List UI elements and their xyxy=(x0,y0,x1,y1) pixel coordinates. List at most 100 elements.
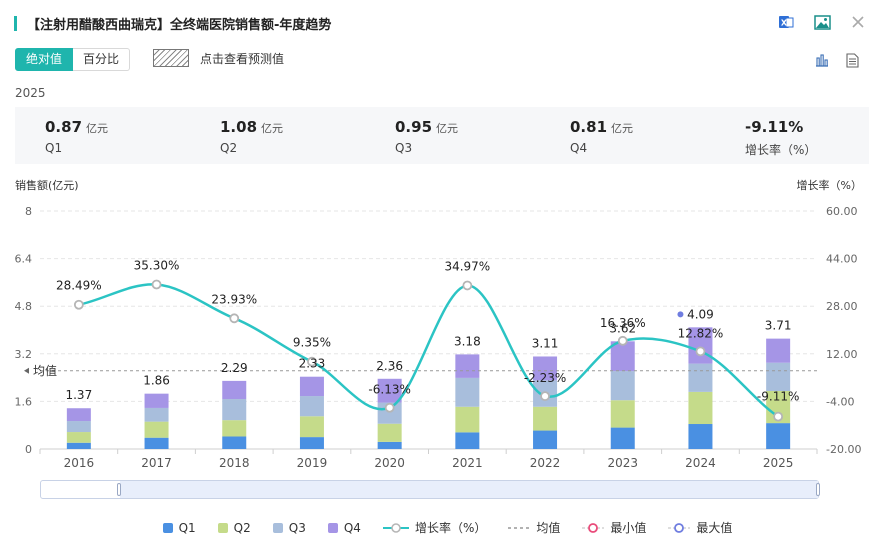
summary-q2-unit: 亿元 xyxy=(261,122,284,135)
legend-label: Q3 xyxy=(288,520,306,535)
legend-swatch xyxy=(217,522,228,533)
summary-panel: 0.87 亿元 Q1 1.08 亿元 Q2 0.95 亿元 Q3 0.81 亿元 Q4 … xyxy=(15,107,869,164)
bar-segment-q2 xyxy=(455,406,480,433)
bar-total-label: 1.86 xyxy=(143,374,170,388)
bar-total-label: 2.29 xyxy=(221,361,248,375)
summary-q3: 0.95 亿元 Q3 xyxy=(395,117,458,155)
bar-total-label: 3.62 xyxy=(609,321,636,335)
bar-segment-q3 xyxy=(66,421,91,433)
summary-q4-value: 0.81 xyxy=(570,118,608,136)
summary-growth-label: 增长率（%） xyxy=(745,143,817,157)
close-icon[interactable] xyxy=(849,13,867,31)
summary-q1-value: 0.87 xyxy=(45,118,83,136)
bar-total-label: 3.11 xyxy=(532,336,559,350)
bar-segment-q2 xyxy=(66,432,91,443)
left-tick-label: 4.8 xyxy=(15,300,33,313)
x-tick-label: 2020 xyxy=(374,456,405,470)
bar-chart-icon[interactable] xyxy=(813,51,831,69)
bar-segment-q4 xyxy=(688,327,713,364)
right-tick-label: 12.00 xyxy=(826,348,858,361)
legend-label: 最小值 xyxy=(610,521,647,535)
summary-q3-value: 0.95 xyxy=(395,118,433,136)
bar-segment-q1 xyxy=(455,432,480,449)
growth-point xyxy=(695,346,706,357)
legend-swatch xyxy=(272,522,283,533)
legend-item[interactable]: 均值 xyxy=(508,519,560,536)
forecast-toggle[interactable]: 点击查看预测值 xyxy=(153,49,284,67)
bar-total-label: 2.33 xyxy=(299,357,326,371)
summary-growth-value: -9.11% xyxy=(745,118,804,136)
bar-total-label: 2.36 xyxy=(376,359,403,373)
bar-segment-q4 xyxy=(377,378,402,403)
data-zoom-slider[interactable] xyxy=(40,480,820,499)
legend-item[interactable]: 增长率（%） xyxy=(382,519,487,536)
bar-segment-q2 xyxy=(299,416,324,438)
growth-point xyxy=(151,279,162,290)
legend-item[interactable]: Q1 xyxy=(162,519,196,536)
growth-rate-line xyxy=(78,283,779,418)
summary-q4-label: Q4 xyxy=(570,141,588,155)
absolute-value-button[interactable]: 绝对值 xyxy=(15,48,74,71)
bar-segment-q3 xyxy=(377,402,402,424)
excel-icon[interactable]: X xyxy=(777,13,795,31)
summary-q1-label: Q1 xyxy=(45,141,63,155)
bar-segment-q2 xyxy=(533,406,558,431)
legend-ring-icon xyxy=(582,522,605,533)
summary-q3-label: Q3 xyxy=(395,141,413,155)
right-tick-label: -20.00 xyxy=(826,443,861,456)
growth-point xyxy=(229,313,240,324)
x-tick-label: 2018 xyxy=(219,456,250,470)
bar-segment-q1 xyxy=(766,423,791,449)
legend-label: 增长率（%） xyxy=(414,521,487,535)
forecast-label: 点击查看预测值 xyxy=(200,51,285,66)
bar-segment-q2 xyxy=(222,420,247,437)
bar-segment-q1 xyxy=(222,436,247,449)
bar-segment-q4 xyxy=(533,356,558,381)
x-tick-label: 2022 xyxy=(530,456,561,470)
growth-label: 28.49% xyxy=(56,279,102,293)
summary-q2-label: Q2 xyxy=(220,141,238,155)
bar-segment-q4 xyxy=(766,338,791,363)
legend-ring-icon xyxy=(668,522,691,533)
growth-label: 9.35% xyxy=(293,336,331,350)
right-axis-title: 增长率（%） xyxy=(796,179,862,192)
bar-segment-q2 xyxy=(144,421,169,438)
right-tick-label: 60.00 xyxy=(826,205,858,218)
left-tick-label: 0 xyxy=(25,443,32,456)
legend-item[interactable]: Q2 xyxy=(217,519,251,536)
percentage-button[interactable]: 百分比 xyxy=(73,48,131,71)
bar-total-label: 3.71 xyxy=(765,319,792,333)
bar-segment-q3 xyxy=(299,396,324,417)
right-tick-label: 44.00 xyxy=(826,253,858,266)
legend-item[interactable]: Q4 xyxy=(327,519,361,536)
summary-growth: -9.11% 增长率（%） xyxy=(745,117,816,158)
bar-segment-q1 xyxy=(610,427,635,449)
bar-segment-q3 xyxy=(222,399,247,421)
left-tick-label: 6.4 xyxy=(15,253,33,266)
document-icon[interactable] xyxy=(843,51,861,69)
x-tick-label: 2021 xyxy=(452,456,483,470)
mode-toggle: 绝对值 百分比 xyxy=(15,48,131,71)
legend-label: Q1 xyxy=(178,520,196,535)
data-zoom-selection[interactable] xyxy=(120,481,818,498)
summary-q1-unit: 亿元 xyxy=(86,122,109,135)
header-actions: X xyxy=(777,13,867,31)
bar-total-label: 4.09 xyxy=(687,307,714,321)
growth-label: -2.23% xyxy=(524,371,566,385)
growth-label: 35.30% xyxy=(134,258,180,272)
bar-segment-q1 xyxy=(688,424,713,449)
data-zoom-right-handle[interactable] xyxy=(816,483,820,496)
chart-title-bar: 【注射用醋酸西曲瑞克】全终端医院销售额-年度趋势 xyxy=(14,14,331,33)
data-zoom-left-handle[interactable] xyxy=(117,483,121,496)
legend-item[interactable]: Q3 xyxy=(272,519,306,536)
image-icon[interactable] xyxy=(813,13,831,31)
growth-point xyxy=(617,335,628,346)
growth-label: 16.36% xyxy=(600,316,646,330)
summary-q3-unit: 亿元 xyxy=(436,122,459,135)
legend-item[interactable]: 最小值 xyxy=(582,519,646,536)
legend-label: 均值 xyxy=(536,521,561,535)
growth-point xyxy=(462,280,473,291)
svg-text:X: X xyxy=(781,19,788,28)
growth-point xyxy=(307,356,317,367)
legend-item[interactable]: 最大值 xyxy=(668,519,732,536)
